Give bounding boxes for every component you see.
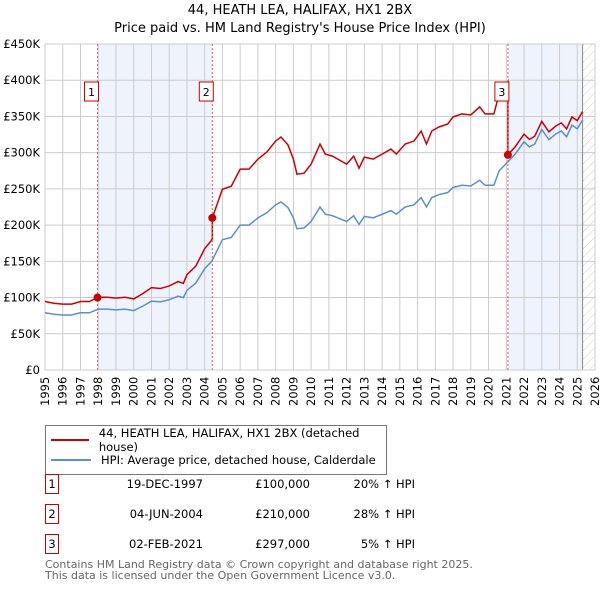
sale-date: 19-DEC-1997 [126, 477, 203, 491]
sale-marker-label: 2 [45, 504, 59, 524]
property-line-swatch [51, 439, 89, 441]
future-hatch [582, 44, 595, 370]
sale-label-box [494, 81, 510, 102]
sale-label-box [84, 81, 100, 102]
sale-hpi-diff: 5% ↑ HPI [360, 537, 415, 551]
x-tick-label: 2023 [535, 377, 549, 406]
sale-marker-label: 3 [45, 534, 59, 554]
sale-price: £100,000 [255, 477, 310, 491]
x-tick-label: 2010 [304, 377, 318, 406]
x-tick-label: 2017 [428, 377, 442, 406]
plot-frame [44, 43, 596, 371]
x-tick-label: 1995 [38, 377, 52, 406]
sale-hpi-diff: 28% ↑ HPI [353, 507, 415, 521]
y-tick-label: £350K [3, 109, 40, 123]
x-tick-label: 2008 [269, 377, 283, 406]
y-tick-label: £400K [3, 73, 40, 87]
legend: 44, HEATH LEA, HALIFAX, HX1 2BX (detache… [45, 425, 387, 475]
x-tick-label: 2015 [393, 377, 407, 406]
legend-property: 44, HEATH LEA, HALIFAX, HX1 2BX (detache… [98, 426, 360, 454]
shade-region [97, 44, 213, 370]
x-tick-label: 2005 [215, 377, 229, 406]
sale-label: 3 [498, 86, 505, 99]
sale-hpi-diff: 20% ↑ HPI [353, 477, 415, 491]
x-tick-label: 2011 [322, 377, 336, 406]
x-tick-label: 2021 [499, 377, 513, 406]
y-tick-label: £250K [3, 182, 40, 196]
sale-marker-label: 1 [45, 474, 59, 494]
x-tick-label: 2001 [144, 377, 158, 406]
x-tick-label: 1998 [91, 377, 105, 406]
x-tick-label: 2024 [553, 377, 567, 406]
x-tick-label: 2012 [340, 377, 354, 406]
chart-title: 44, HEATH LEA, HALIFAX, HX1 2BX [187, 3, 413, 18]
chart-subtitle: Price paid vs. HM Land Registry's House … [114, 21, 486, 36]
x-tick-label: 2006 [233, 377, 247, 406]
footer-copyright: Contains HM Land Registry data © Crown c… [45, 558, 473, 571]
x-tick-label: 2018 [446, 377, 460, 406]
sale-price: £297,000 [255, 537, 310, 551]
sale-date: 02-FEB-2021 [129, 537, 203, 551]
x-tick-label: 2003 [180, 377, 194, 406]
x-tick-label: 2019 [464, 377, 478, 406]
sale-price: £210,000 [255, 507, 310, 521]
x-tick-label: 2000 [127, 377, 141, 406]
legend-hpi: HPI: Average price, detached house, Cald… [101, 453, 376, 467]
x-tick-label: 2009 [286, 377, 300, 406]
x-tick-label: 1996 [56, 377, 70, 406]
x-tick-label: 1997 [73, 377, 87, 406]
x-tick-label: 2007 [251, 377, 265, 406]
shade-region [507, 44, 583, 370]
y-tick-label: £50K [11, 327, 41, 341]
x-tick-label: 2013 [357, 377, 371, 406]
footer: Contains HM Land Registry data © Crown c… [45, 559, 473, 581]
y-tick-label: £150K [3, 254, 40, 268]
sale-label: 1 [88, 86, 95, 99]
sale-label: 2 [203, 86, 210, 99]
y-tick-label: £300K [3, 146, 40, 160]
sale-row: 2 04-JUN-2004 £210,000 28% ↑ HPI [45, 504, 445, 524]
x-tick-label: 2016 [411, 377, 425, 406]
y-tick-label: £200K [3, 218, 40, 232]
sale-point [93, 293, 102, 302]
x-tick-label: 2026 [588, 377, 600, 406]
x-tick-label: 2014 [375, 377, 389, 406]
x-tick-label: 2004 [198, 377, 212, 406]
hpi-line-swatch [51, 459, 91, 461]
y-tick-label: £450K [3, 37, 40, 51]
sale-row: 3 02-FEB-2021 £297,000 5% ↑ HPI [45, 534, 445, 554]
x-tick-label: 1999 [109, 377, 123, 406]
x-tick-label: 2002 [162, 377, 176, 406]
hpi-line [44, 119, 584, 316]
sale-date: 04-JUN-2004 [129, 507, 203, 521]
x-tick-label: 2022 [517, 377, 531, 406]
x-tick-label: 2020 [482, 377, 496, 406]
footer-licence: This data is licensed under the Open Gov… [45, 569, 396, 582]
sale-row: 1 19-DEC-1997 £100,000 20% ↑ HPI [45, 474, 445, 494]
x-tick-label: 2025 [570, 377, 584, 406]
sale-point [208, 213, 217, 222]
sale-point [503, 150, 512, 159]
sale-label-box [198, 81, 214, 102]
y-tick-label: £0 [25, 363, 40, 377]
y-tick-label: £100K [3, 291, 40, 305]
price-chart: 1995 1996 1997 1998 1999 2000 2001 2002 2003 2004… [3, 37, 600, 406]
